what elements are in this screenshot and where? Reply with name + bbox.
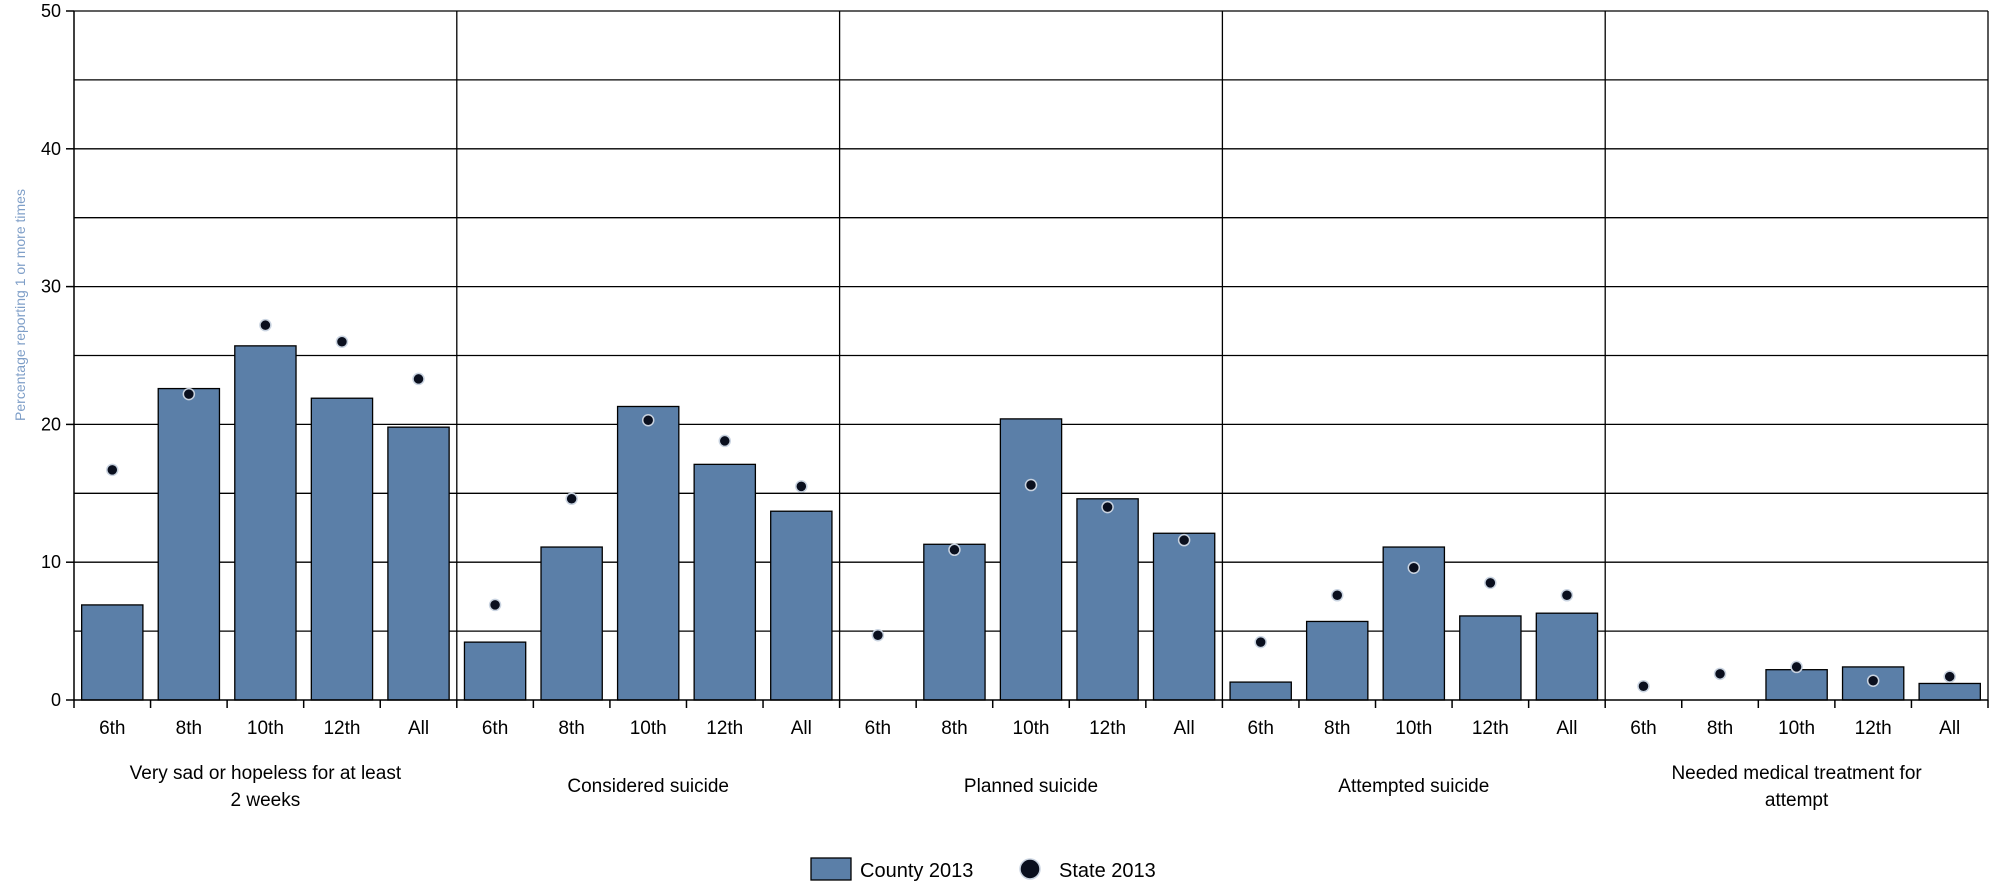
legend-county-swatch [810,857,852,881]
legend-state-swatch [1019,858,1041,880]
x-tick-label: All [1174,718,1195,739]
x-tick-label: 10th [630,718,667,739]
county-bar [540,546,603,701]
county-bar [1535,612,1599,701]
group-label: Considered suicide [567,776,729,797]
county-bar [1152,532,1216,701]
axes [66,10,1989,708]
state-dot [182,387,196,401]
x-tick-label: 8th [558,718,584,739]
x-tick-label: 12th [1855,718,1892,739]
state-dot [1713,667,1727,681]
state-dot [1177,533,1191,547]
county-bar [923,543,986,701]
legend-state-label: State 2013 [1059,860,1156,882]
x-tick-label: 10th [1778,718,1815,739]
x-tick-label: 10th [247,718,284,739]
y-tick-label: 0 [51,690,61,710]
x-tick-label: 6th [482,718,508,739]
state-dot [1254,635,1267,649]
state-dot [1790,660,1803,674]
state-dot [412,372,425,386]
county-bar [81,604,144,701]
x-tick-label: 12th [323,718,360,739]
state-dot [565,492,578,506]
county-bar [387,426,450,701]
x-tick-label: 10th [1013,718,1050,739]
x-tick-label: All [1556,718,1577,739]
state-dot [1560,589,1574,602]
county-bars [81,345,1981,701]
x-tick-label: 8th [176,718,202,739]
x-tick-label: 8th [1707,718,1733,739]
county-bar [1765,669,1828,701]
state-dots [106,318,1956,693]
county-bar [1918,682,1981,701]
x-tick-label: 6th [1247,718,1273,739]
state-dot [641,414,655,427]
legend: County 2013 State 2013 [810,857,1156,882]
y-tick-label: 30 [41,277,61,297]
state-dot [1024,478,1038,492]
x-tick-label: 12th [1089,718,1126,739]
state-dot [1101,500,1114,514]
state-dot [1407,561,1421,574]
x-tick-label: 12th [706,718,743,739]
state-dot [1484,576,1497,590]
x-tick-label: 6th [865,718,891,739]
county-bar [1229,681,1292,701]
state-dot [488,598,502,612]
y-tick-label: 10 [41,552,61,572]
x-tick-label: 12th [1472,718,1509,739]
x-tick-label: 6th [1630,718,1656,739]
county-bar [1459,615,1522,701]
x-tick-label: 6th [99,718,125,739]
group-label: Planned suicide [964,776,1098,797]
x-tick-label: 10th [1395,718,1432,739]
county-bar [616,405,680,701]
county-bar [1305,620,1369,701]
y-tick-label: 50 [41,1,61,21]
county-bar [693,463,757,701]
y-tick-label: 20 [41,414,61,434]
county-bar [770,510,833,701]
state-dot [795,480,808,493]
county-bar [310,397,374,701]
state-dot [1637,679,1650,693]
state-dot [1866,674,1880,687]
state-dot [335,335,349,348]
y-axis-title: Percentage reporting 1 or more times [12,189,28,421]
x-tick-label: 8th [1324,718,1350,739]
x-tick-label: All [408,718,429,739]
county-bar [234,345,297,701]
county-bar [1076,498,1139,701]
group-label-line2: 2 weeks [231,790,301,811]
state-dot [871,628,885,642]
axis-labels: 0 10 20 30 40 50 6th 8th 10th 12th All Very sad or … [12,1,1960,811]
group-label: Needed medical treatment for [1671,763,1922,784]
group-label-line2: attempt [1765,790,1829,811]
x-tick-label: All [1939,718,1960,739]
county-bar [999,418,1063,701]
county-bar [463,641,527,701]
legend-county-label: County 2013 [860,860,973,882]
state-dot [1330,589,1344,602]
state-dot [948,543,961,557]
state-dot [1943,670,1956,683]
county-bar [157,387,221,701]
group-label: Attempted suicide [1338,776,1489,797]
x-tick-label: 8th [941,718,967,739]
state-dot [259,318,272,332]
x-tick-label: All [791,718,812,739]
state-dot [718,434,732,448]
state-dot [106,463,119,477]
y-tick-label: 40 [41,139,61,159]
group-label: Very sad or hopeless for at least [130,763,402,784]
